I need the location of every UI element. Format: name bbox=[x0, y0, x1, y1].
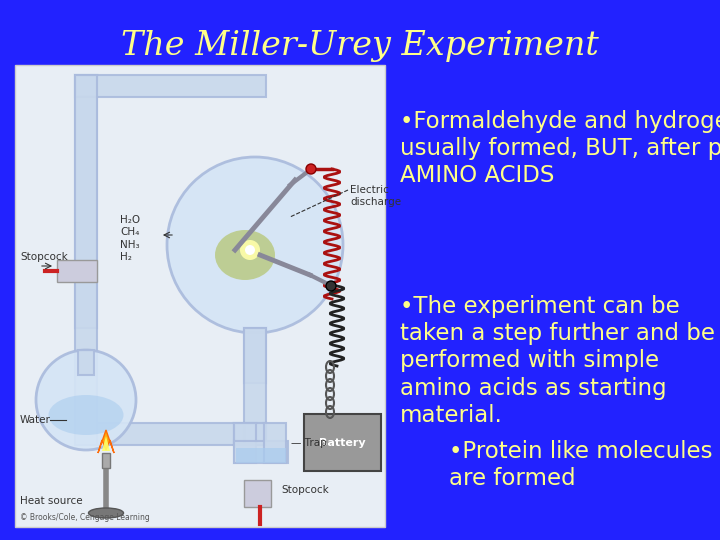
Polygon shape bbox=[102, 436, 110, 451]
FancyBboxPatch shape bbox=[75, 75, 266, 97]
Text: — Trap: — Trap bbox=[291, 438, 327, 448]
Circle shape bbox=[36, 350, 136, 450]
Circle shape bbox=[326, 281, 336, 291]
Text: amino acids as starting: amino acids as starting bbox=[400, 377, 667, 400]
FancyBboxPatch shape bbox=[234, 423, 256, 463]
FancyBboxPatch shape bbox=[57, 260, 97, 282]
FancyBboxPatch shape bbox=[102, 453, 110, 468]
Text: Water: Water bbox=[20, 415, 51, 425]
Text: material.: material. bbox=[400, 404, 503, 427]
Text: Battery: Battery bbox=[319, 437, 366, 448]
FancyBboxPatch shape bbox=[234, 441, 288, 463]
Text: •Formaldehyde and hydrogen cyanide are: •Formaldehyde and hydrogen cyanide are bbox=[400, 110, 720, 133]
FancyBboxPatch shape bbox=[75, 75, 97, 328]
FancyBboxPatch shape bbox=[75, 75, 97, 445]
FancyBboxPatch shape bbox=[244, 480, 271, 507]
Text: performed with simple: performed with simple bbox=[400, 349, 659, 373]
FancyBboxPatch shape bbox=[15, 65, 385, 527]
Text: AMINO ACIDS: AMINO ACIDS bbox=[400, 165, 554, 187]
Text: H₂O
CH₄
NH₃
H₂: H₂O CH₄ NH₃ H₂ bbox=[120, 215, 140, 262]
FancyBboxPatch shape bbox=[75, 423, 266, 445]
FancyBboxPatch shape bbox=[78, 350, 94, 375]
FancyBboxPatch shape bbox=[264, 423, 286, 463]
Ellipse shape bbox=[89, 508, 124, 518]
Text: Stopcock: Stopcock bbox=[281, 485, 329, 495]
Circle shape bbox=[245, 245, 255, 255]
Text: are formed: are formed bbox=[420, 467, 575, 490]
FancyBboxPatch shape bbox=[236, 448, 286, 463]
Text: The Miller-Urey Experiment: The Miller-Urey Experiment bbox=[121, 30, 599, 62]
Text: taken a step further and be: taken a step further and be bbox=[400, 322, 715, 345]
Polygon shape bbox=[98, 430, 114, 453]
FancyBboxPatch shape bbox=[244, 328, 266, 445]
Circle shape bbox=[240, 240, 260, 260]
Ellipse shape bbox=[48, 395, 124, 435]
Circle shape bbox=[306, 164, 316, 174]
Ellipse shape bbox=[215, 230, 275, 280]
Circle shape bbox=[167, 157, 343, 333]
FancyBboxPatch shape bbox=[234, 423, 266, 445]
Text: •The experiment can be: •The experiment can be bbox=[400, 295, 680, 318]
FancyBboxPatch shape bbox=[244, 328, 266, 383]
Text: usually formed, BUT, after prolonged reaction, so are: usually formed, BUT, after prolonged rea… bbox=[400, 137, 720, 160]
Text: •Protein like molecules: •Protein like molecules bbox=[420, 440, 713, 463]
Text: Stopcock: Stopcock bbox=[20, 252, 68, 262]
FancyBboxPatch shape bbox=[304, 414, 381, 471]
Text: © Brooks/Cole, Cengage Learning: © Brooks/Cole, Cengage Learning bbox=[20, 513, 150, 522]
Text: Electric
discharge: Electric discharge bbox=[350, 185, 401, 207]
Text: Heat source: Heat source bbox=[20, 496, 83, 506]
